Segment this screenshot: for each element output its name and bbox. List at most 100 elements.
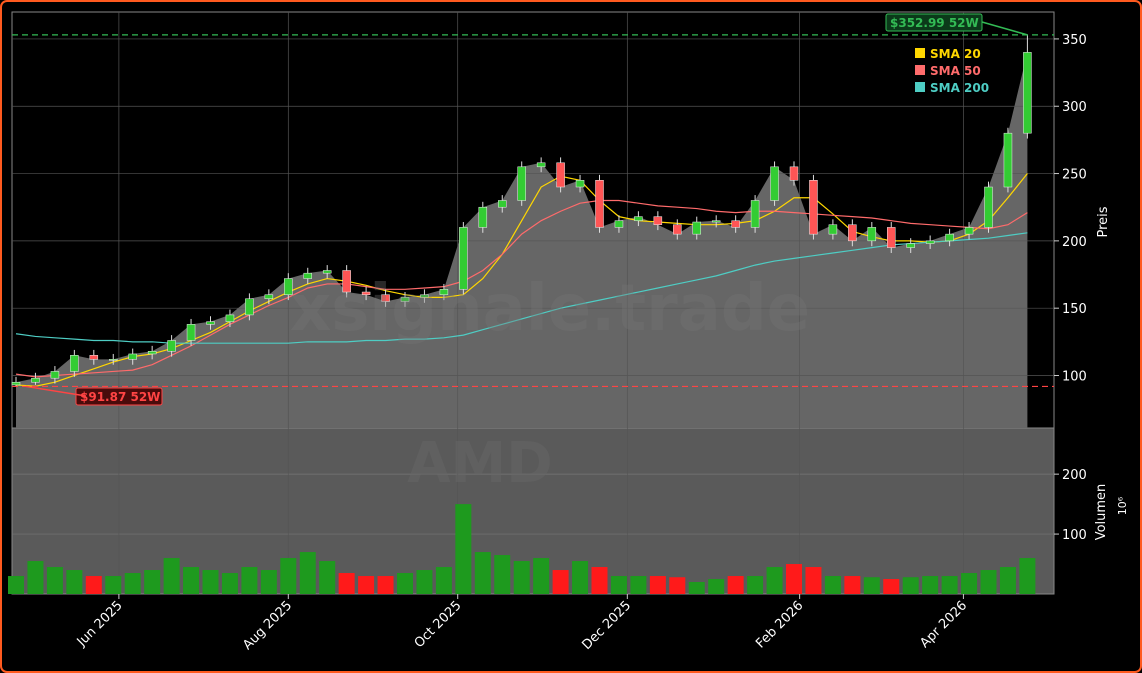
price-area: [16, 52, 1028, 429]
volume-bar: [747, 576, 764, 594]
volume-bar: [221, 573, 238, 594]
volume-bar: [202, 570, 219, 594]
candle-body: [439, 289, 449, 295]
annotation-arrow: [25, 385, 87, 397]
candle-body: [653, 216, 663, 225]
candle-body: [342, 270, 351, 293]
candle-body: [245, 298, 254, 316]
legend-label: SMA 50: [930, 64, 981, 78]
volume-bar: [610, 576, 627, 594]
volume-bar: [844, 576, 861, 594]
candle-body: [109, 359, 118, 361]
candle-body: [575, 180, 585, 188]
y-tick-label: 300: [1062, 100, 1087, 115]
candle-body: [692, 221, 701, 235]
candle-body: [400, 297, 410, 302]
candle-body: [381, 294, 390, 302]
sma-line: [15, 232, 1028, 344]
sma-line: [15, 199, 1028, 378]
volume-bar: [66, 570, 83, 594]
volume-bar: [8, 576, 24, 594]
y-tick-label: 350: [1062, 33, 1087, 48]
candle-body: [634, 216, 643, 221]
candle-body: [459, 227, 468, 290]
volume-tick-label: 200: [1062, 468, 1087, 483]
candle-body: [167, 340, 176, 352]
volume-bar: [688, 582, 705, 594]
candle-body: [517, 166, 526, 201]
volume-bar: [941, 576, 958, 594]
candle-body: [50, 371, 60, 379]
candle-body: [1003, 132, 1013, 188]
candle-body: [70, 355, 79, 372]
candle-body: [536, 162, 546, 168]
volume-bar: [183, 567, 200, 594]
candle-body: [789, 166, 799, 181]
candle-body: [89, 355, 99, 360]
volume-bar: [902, 577, 919, 594]
candle-body: [284, 278, 293, 295]
candle-body: [478, 206, 488, 228]
volume-bar: [961, 573, 978, 594]
candle-body: [673, 224, 682, 235]
candle-body: [264, 294, 274, 300]
volume-bar: [358, 576, 375, 594]
candle-body: [303, 272, 312, 279]
volume-bar: [455, 504, 472, 594]
candle-body: [925, 240, 935, 244]
candle-body: [225, 314, 235, 322]
candle-body: [361, 291, 371, 295]
candle-body: [711, 220, 721, 223]
legend-label: SMA 20: [930, 47, 981, 61]
volume-bar: [572, 561, 589, 594]
candle-body: [128, 353, 137, 360]
candle-body: [848, 224, 857, 242]
candle-body: [556, 162, 565, 188]
candle-body: [31, 377, 40, 383]
candle-body: [595, 180, 604, 228]
y-axis-label: Preis: [1096, 206, 1111, 237]
volume-bar: [552, 570, 569, 594]
candle-body: [731, 220, 740, 228]
volume-bar: [85, 576, 102, 594]
volume-bar: [435, 567, 452, 594]
volume-bar: [260, 570, 277, 594]
volume-bar: [494, 555, 511, 594]
candle-body: [750, 200, 760, 228]
candle-body: [964, 227, 974, 235]
volume-bar: [397, 573, 413, 594]
volume-bar: [280, 558, 297, 594]
volume-bar: [46, 567, 63, 594]
volume-bar: [980, 570, 997, 594]
volume-bar: [144, 570, 161, 594]
candle-body: [984, 186, 993, 228]
volume-bar: [338, 573, 355, 594]
volume-bar: [727, 576, 744, 594]
annotation-label: $91.87 52W: [80, 390, 160, 404]
volume-bar: [241, 567, 258, 594]
annotation-arrow: [981, 21, 1028, 36]
candle-body: [1023, 52, 1032, 134]
candle-body: [614, 220, 624, 228]
volume-bar: [630, 576, 647, 594]
volume-bar: [513, 561, 530, 594]
candle-body: [147, 351, 157, 355]
volume-bar: [591, 567, 608, 594]
volume-bar: [377, 576, 394, 594]
candle-body: [809, 180, 818, 235]
volume-bar: [474, 552, 491, 594]
candle-body: [322, 270, 332, 274]
volume-bar: [105, 576, 122, 594]
candle-body: [867, 227, 877, 242]
candle-body: [11, 381, 21, 386]
candle-body: [420, 294, 429, 298]
candle-body: [945, 233, 954, 242]
candle-body: [887, 227, 896, 248]
volume-bar: [299, 552, 316, 594]
ticker-watermark: AMD: [407, 431, 553, 496]
volume-bar: [27, 561, 44, 594]
volume-bar: [708, 579, 725, 594]
annotation-box: [75, 387, 163, 406]
volume-bar: [863, 577, 880, 594]
